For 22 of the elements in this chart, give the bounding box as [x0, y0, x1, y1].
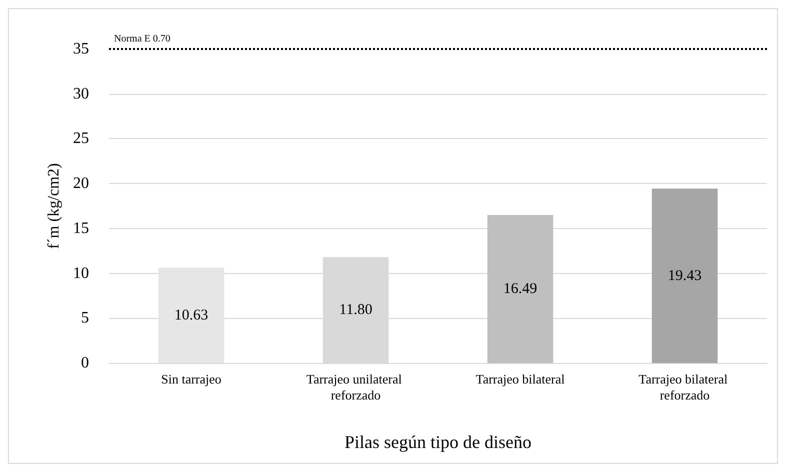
y-tick-label: 5 [81, 310, 89, 327]
y-tick-label: 20 [73, 175, 89, 192]
bar [652, 188, 718, 363]
data-label: 19.43 [668, 268, 702, 284]
y-tick-label: 30 [73, 85, 89, 102]
y-tick-label: 10 [73, 264, 89, 282]
x-axis-title: Pilas según tipo de diseño [344, 432, 532, 452]
data-label: 16.49 [503, 281, 538, 298]
data-label: 11.80 [339, 302, 372, 318]
x-tick-label: Tarrajeo bilateral reforzado [638, 372, 731, 402]
y-axis-title: f´m (kg/cm2) [46, 163, 63, 249]
x-tick-label: Tarrajeo unilateral reforzado [306, 372, 406, 402]
bar [487, 215, 554, 363]
data-label: 10.63 [174, 307, 208, 324]
y-tick-label: 25 [73, 130, 89, 148]
y-tick-label: 35 [73, 40, 89, 58]
x-tick-label: Tarrajeo bilateral [476, 372, 566, 386]
y-tick-label: 15 [73, 220, 89, 237]
ref-line-label: Norma E 0.70 [114, 34, 170, 44]
bar [158, 268, 224, 363]
x-tick-label: Sin tarrajeo [161, 372, 222, 386]
y-tick-label: 0 [81, 354, 89, 372]
